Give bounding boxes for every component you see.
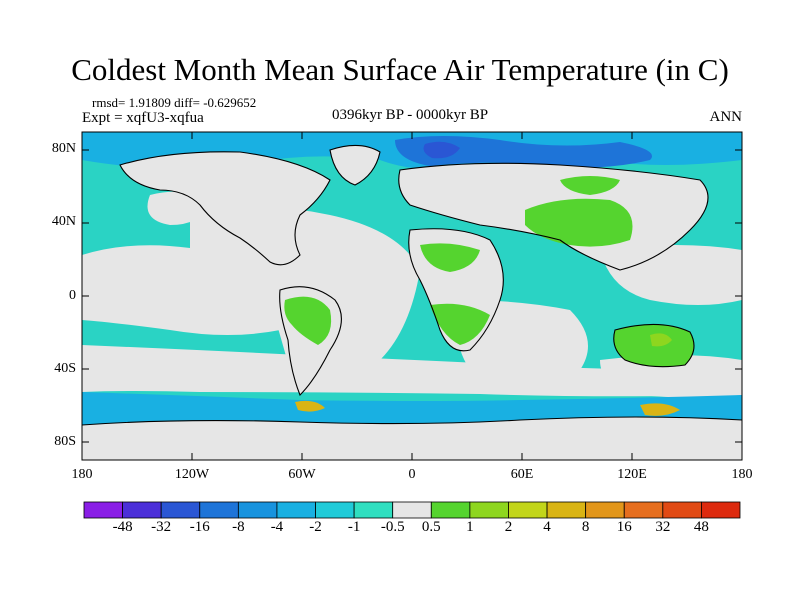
colorbar-swatch [83,501,123,519]
tropical-pacific-neutral [82,245,288,335]
colorbar-swatch [237,501,278,519]
colorbar-swatch [662,501,702,519]
lat-label-40s: 40S [54,361,76,376]
colorbar-swatch [199,501,239,519]
lon-label-0: 0 [408,467,416,482]
siberia-warming [560,176,620,195]
colorbar-swatch [701,501,741,519]
colorbar-swatch [160,501,201,519]
lat-label-40n: 40N [51,214,76,229]
colorbar-label: 32 [655,519,671,535]
lon-label-60e: 60E [510,467,534,482]
colorbar-label: -32 [151,519,172,535]
lon-label-180e: 180 [731,467,753,482]
lat-label-80s: 80S [54,434,76,449]
colorbar-swatch [122,501,162,519]
lon-label-60w: 60W [288,467,316,482]
colorbar-swatch [508,501,548,519]
lat-label-80n: 80N [51,141,76,156]
colorbar-label: -2 [309,519,322,535]
colorbar-label: 48 [693,519,709,535]
colorbar-label: 1 [466,519,474,535]
colorbar-swatch [353,501,394,519]
weddell-warming [295,400,325,412]
lon-label-120e: 120E [617,467,647,482]
australia-strong [650,333,672,347]
antarctica-neutral [82,417,742,460]
colorbar-label: 0.5 [421,519,441,535]
colorbar-swatch [546,501,587,519]
colorbar-label: 8 [581,519,590,535]
colorbar-label: -4 [270,519,284,535]
barents-cooling [395,136,652,168]
southern-africa-warming [430,303,490,345]
stats-text: rmsd= 1.91809 diff= -0.629652 [92,95,257,110]
colorbar-label: -16 [189,519,210,535]
central-asia-warming [525,198,633,247]
colorbar-swatch [392,501,432,519]
north-america-land [120,151,330,265]
lon-label-180w: 180 [71,467,93,482]
colorbar-label: -48 [112,519,133,535]
colorbar-swatch [430,501,471,519]
colorbar-label: -8 [232,519,245,535]
colorbar-label: 16 [616,519,632,535]
season-label: ANN [709,109,743,125]
south-america-warming [284,296,332,345]
colorbar-swatch [623,501,664,519]
colorbar-swatch [585,501,625,519]
colorbar-label: 2 [504,519,513,535]
southern-ocean-neutral [82,345,742,397]
colorbar-label: -0.5 [380,519,405,535]
greenland-land [330,145,380,185]
lon-label-120w: 120W [174,467,210,482]
colorbar-label: -1 [347,519,361,535]
colorbar-swatch [315,501,355,519]
lat-label-0: 0 [69,288,76,303]
antarctic-warming-patch [640,403,680,416]
map-title: Coldest Month Mean Surface Air Temperatu… [71,52,729,87]
period-label: 0396kyr BP - 0000kyr BP [331,107,489,123]
svalbard-strong-cooling [423,141,460,159]
coastlines [82,144,742,426]
sahara-warming [420,243,480,272]
experiment-label: Expt = xqfU3-xqfua [82,110,204,126]
colorbar-label: 4 [543,519,551,535]
colorbar-swatch [276,501,316,519]
colorbar-swatch [469,501,509,519]
